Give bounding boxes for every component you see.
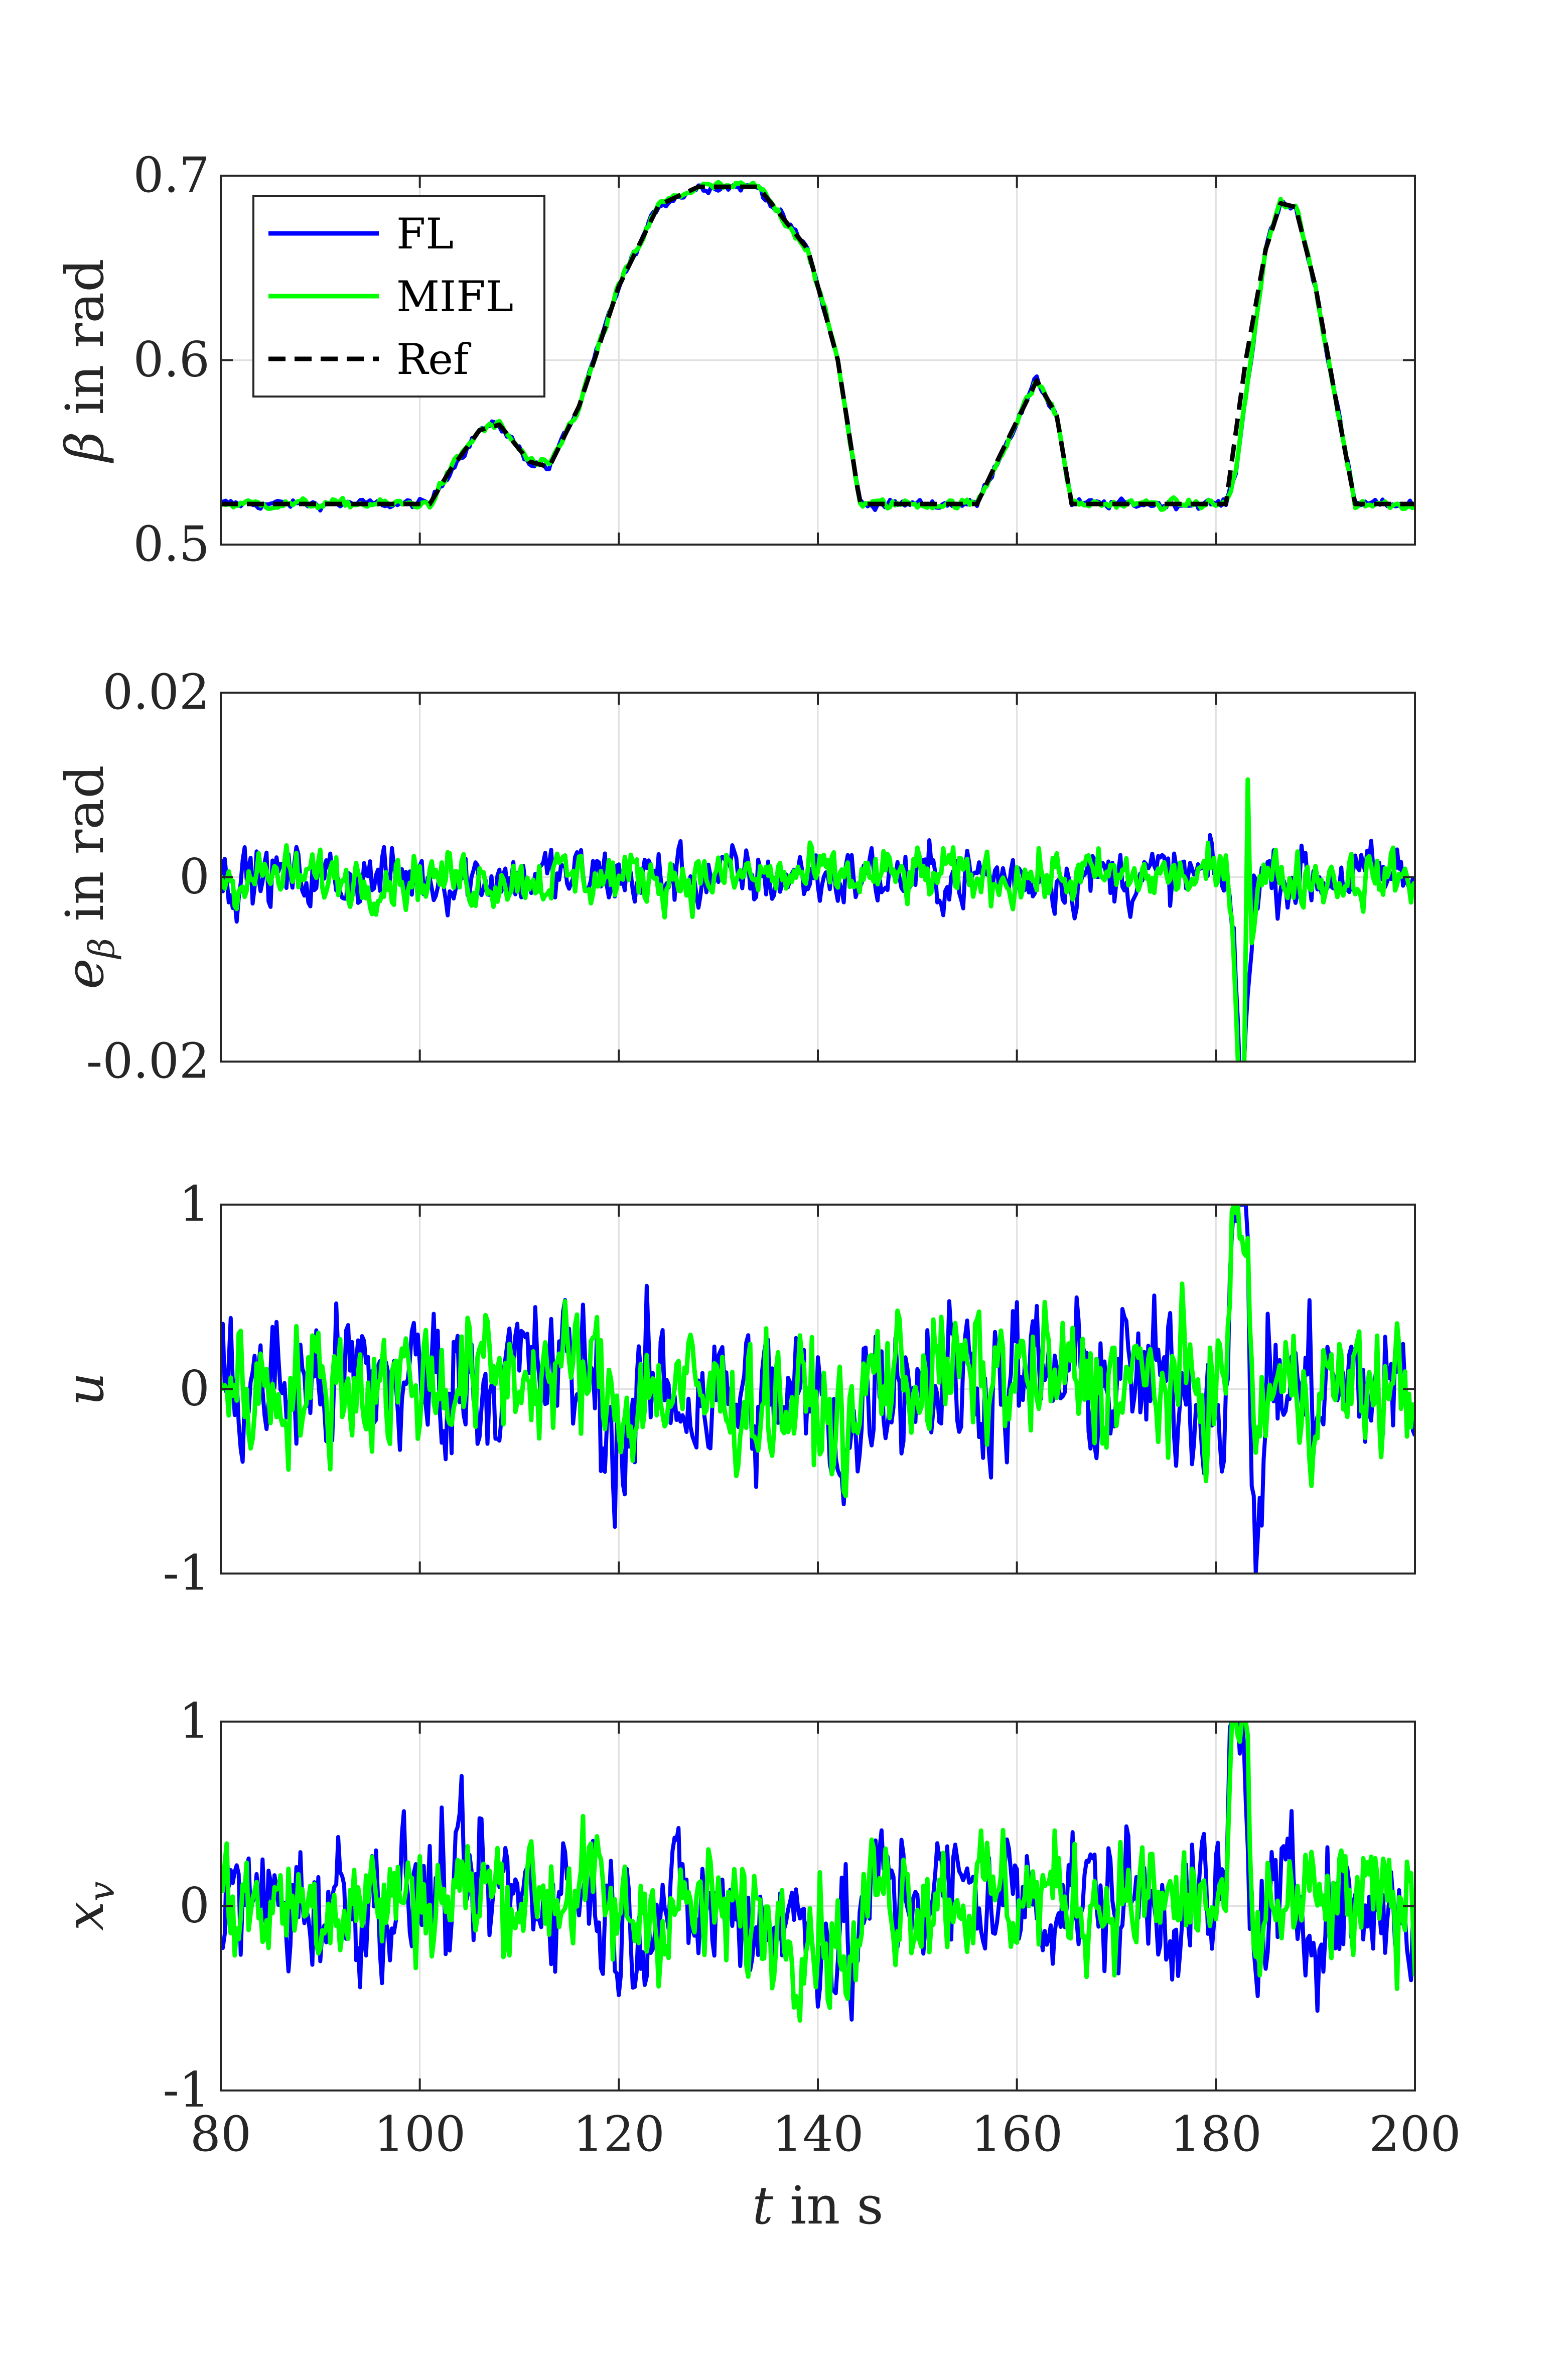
- panel-4: -1 0 1 xv 80 100 120 140 160 180 200 t in s: [54, 1693, 1461, 2236]
- panel-3: -1 0 1 u: [54, 1176, 1416, 1601]
- y-tick-label: -1: [163, 2062, 210, 2118]
- y-tick-label: 0: [179, 1361, 210, 1417]
- y-axis-label-sub: v: [81, 1881, 122, 1901]
- y-axis-label-var: e: [54, 958, 115, 989]
- y-tick-label: 0.6: [133, 332, 210, 388]
- y-axis-label: xv: [54, 1881, 122, 1930]
- y-axis-label-sub: β: [81, 938, 122, 960]
- x-tick-label: 200: [1369, 2106, 1461, 2162]
- y-axis-label-var: x: [54, 1901, 115, 1931]
- y-axis-label-rest: in rad: [54, 258, 115, 432]
- series-mifl-line: [221, 777, 1415, 1062]
- series-mifl-line: [221, 1722, 1415, 2023]
- y-axis-label: u: [54, 1372, 115, 1406]
- legend-label-fl: FL: [396, 209, 454, 258]
- y-tick-label: -0.02: [86, 1033, 210, 1089]
- y-tick-label: 0: [179, 849, 210, 905]
- x-axis-label: t in s: [752, 2175, 884, 2236]
- x-tick-label: 140: [772, 2106, 864, 2162]
- y-tick-label: 0.02: [102, 664, 210, 720]
- y-tick-label: 1: [179, 1176, 210, 1232]
- y-tick-label: -1: [163, 1545, 210, 1601]
- y-axis-label-rest: in rad: [54, 765, 115, 938]
- y-tick-label: 0.5: [133, 516, 210, 572]
- x-tick-label: 80: [190, 2106, 251, 2162]
- x-axis-label-rest: in s: [773, 2175, 884, 2236]
- x-tick-label: 120: [573, 2106, 665, 2162]
- x-axis-label-var: t: [752, 2175, 773, 2236]
- x-tick-label: 160: [971, 2106, 1063, 2162]
- y-tick-label: 0.7: [133, 147, 210, 203]
- series-ref-line: [221, 184, 1415, 506]
- legend-label-ref: Ref: [396, 335, 472, 384]
- x-tick-label: 100: [374, 2106, 466, 2162]
- y-axis-label: β in rad: [54, 258, 115, 464]
- y-axis-label-var: u: [54, 1372, 115, 1406]
- y-axis-label: eβ in rad: [54, 765, 122, 989]
- panel-2: -0.02 0 0.02 eβ in rad: [54, 664, 1416, 1089]
- legend: FL MIFL Ref: [252, 195, 545, 398]
- y-axis-label-var: β: [54, 432, 115, 464]
- series-mifl-line: [221, 1205, 1415, 1498]
- panel-1: 0.5 0.6 0.7 β in rad FL MIFL Ref: [54, 147, 1416, 572]
- x-tick-label: 180: [1170, 2106, 1262, 2162]
- legend-label-mifl: MIFL: [396, 272, 513, 321]
- y-tick-label: 0: [179, 1878, 210, 1934]
- y-tick-label: 1: [179, 1693, 210, 1749]
